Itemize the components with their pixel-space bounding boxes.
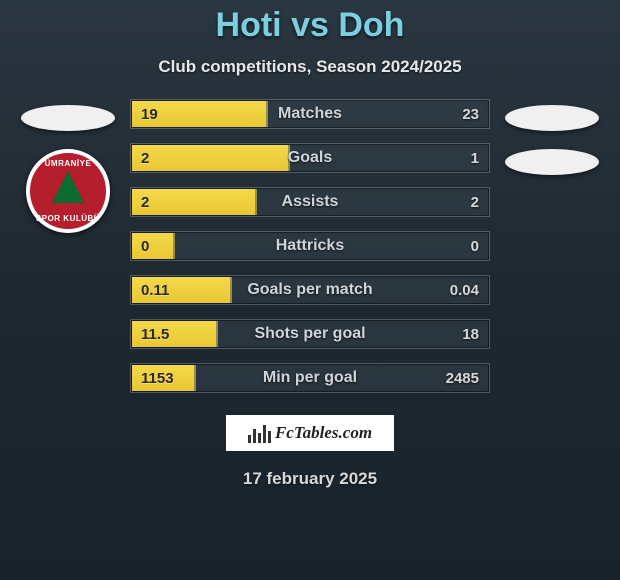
stat-bar: 11532485Min per goal xyxy=(130,363,490,393)
player2-club-placeholder xyxy=(505,149,599,175)
player2-name: Doh xyxy=(338,6,404,44)
left-player-column: ÜMRANİYE SPOR KULÜBÜ xyxy=(8,99,128,393)
vs-text: vs xyxy=(291,6,329,44)
subtitle: Club competitions, Season 2024/2025 xyxy=(0,57,620,77)
stat-label: Min per goal xyxy=(131,369,489,387)
right-player-column xyxy=(492,99,612,393)
stat-label: Matches xyxy=(131,105,489,123)
comparison-title: Hoti vs Doh xyxy=(0,0,620,45)
player1-flag-icon xyxy=(21,105,115,131)
date-text: 17 february 2025 xyxy=(0,469,620,489)
stat-bar: 00Hattricks xyxy=(130,231,490,261)
stat-label: Shots per goal xyxy=(131,325,489,343)
stat-label: Goals per match xyxy=(131,281,489,299)
player1-name: Hoti xyxy=(216,6,282,44)
logo-bars-icon xyxy=(248,423,271,443)
footer-brand-text: FcTables.com xyxy=(275,423,372,443)
stat-bar: 0.110.04Goals per match xyxy=(130,275,490,305)
stat-bar: 11.518Shots per goal xyxy=(130,319,490,349)
club-badge-top-text: ÜMRANİYE xyxy=(45,159,92,168)
stat-bar: 1923Matches xyxy=(130,99,490,129)
player2-flag-icon xyxy=(505,105,599,131)
stat-label: Assists xyxy=(131,193,489,211)
club-badge-bottom-text: SPOR KULÜBÜ xyxy=(36,214,100,223)
footer-brand-logo[interactable]: FcTables.com xyxy=(226,415,394,451)
stat-bar: 21Goals xyxy=(130,143,490,173)
stats-bars-container: 1923Matches 21Goals 22Assists 00Hattricks 0.… xyxy=(128,99,492,393)
stat-label: Goals xyxy=(131,149,489,167)
player1-club-badge: ÜMRANİYE SPOR KULÜBÜ xyxy=(26,149,110,233)
stat-label: Hattricks xyxy=(131,237,489,255)
club-badge-tree-icon xyxy=(52,171,84,203)
stat-bar: 22Assists xyxy=(130,187,490,217)
